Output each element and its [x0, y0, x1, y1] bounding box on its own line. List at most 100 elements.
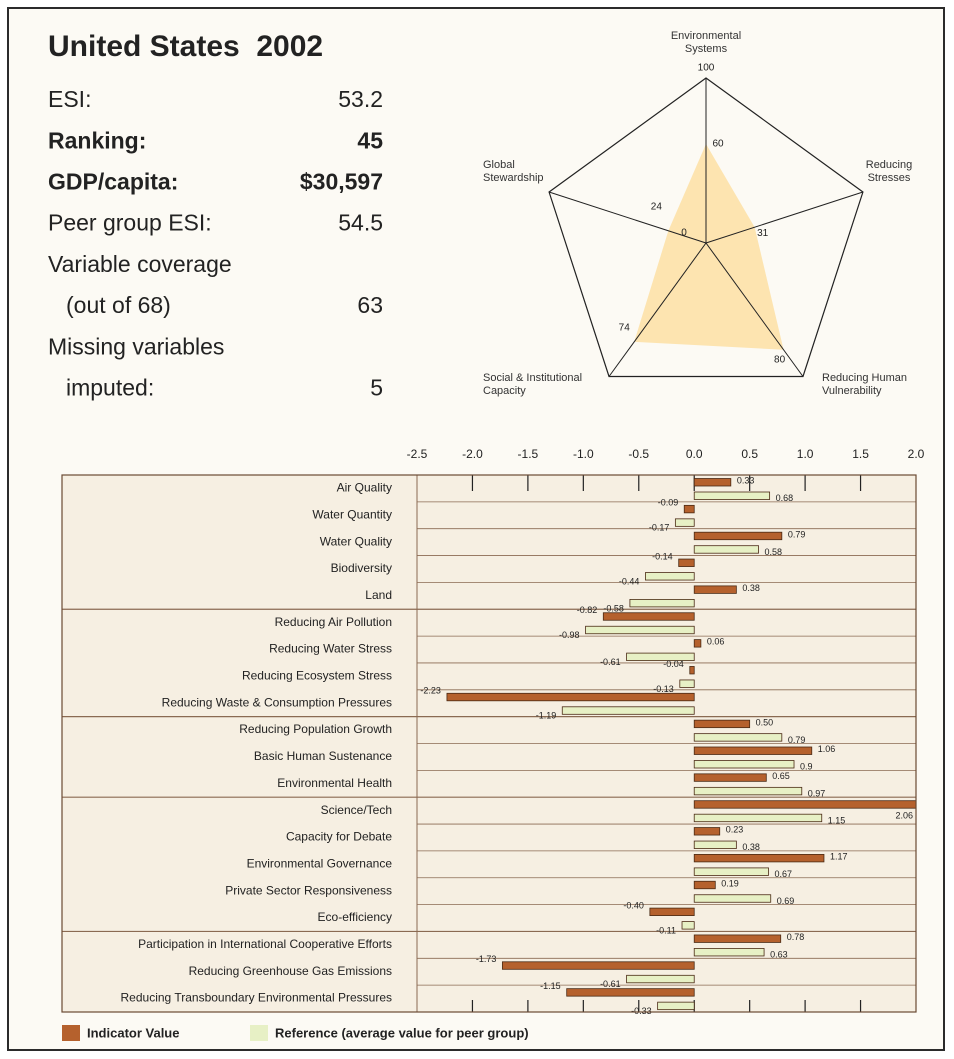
radar-axis-label: Environmental Systems	[670, 30, 742, 55]
value-label: -1.73	[476, 954, 497, 964]
value-label: 0.06	[707, 637, 725, 647]
value-label: 0.9	[800, 762, 813, 772]
value-label: 0.19	[721, 878, 739, 888]
legend-swatch	[250, 1025, 268, 1041]
profile-label: GDP/capita:	[48, 168, 178, 194]
bar	[693, 786, 803, 796]
value-label: 0.63	[770, 950, 788, 960]
value-label: -0.40	[623, 900, 644, 910]
profile-label: ESI:	[48, 86, 91, 112]
radar-axis-label: Reducing Stresses	[865, 159, 913, 184]
category-label: Air Quality	[337, 481, 392, 495]
value-label: 2.06	[895, 811, 913, 821]
x-tick-label: -1.0	[573, 447, 594, 461]
bar	[678, 558, 695, 567]
category-label: Land	[365, 588, 392, 602]
legend-label: Reference (average value for peer group)	[275, 1025, 529, 1040]
profile-value: 53.2	[338, 86, 383, 112]
radar-axis-label: Global Stewardship	[483, 159, 544, 184]
category-label: Water Quantity	[312, 507, 392, 521]
x-tick-label: 0.5	[741, 447, 758, 461]
category-label: Reducing Population Growth	[239, 722, 392, 736]
value-label: 0.33	[737, 476, 755, 486]
value-label: 0.67	[775, 869, 793, 879]
value-label: 0.23	[726, 825, 744, 835]
bar	[693, 827, 721, 836]
bar	[693, 585, 737, 594]
bar	[693, 773, 767, 782]
profile-label: Variable coverage	[48, 251, 232, 277]
radar-axis-label: Reducing Human Vulnerability	[822, 372, 907, 397]
category-label: Private Sector Responsiveness	[225, 883, 392, 897]
category-label: Reducing Water Stress	[269, 642, 392, 656]
category-label: Eco-efficiency	[318, 910, 392, 924]
bar	[693, 840, 737, 849]
radar-value-label: 31	[757, 228, 769, 239]
bar	[645, 572, 695, 581]
bar	[693, 880, 716, 890]
profile-value: 45	[357, 127, 383, 153]
x-tick-label: -2.5	[407, 447, 428, 461]
profile-title: United States 2002	[48, 30, 323, 63]
radar-tick-label: 100	[698, 63, 715, 74]
value-label: 0.38	[742, 842, 760, 852]
value-label: -0.09	[658, 498, 679, 508]
x-tick-label: 2.0	[908, 447, 925, 461]
profile-label: (out of 68)	[66, 292, 171, 318]
bar	[501, 961, 695, 970]
radar-value-label: 80	[774, 354, 786, 365]
x-tick-label: 1.5	[852, 447, 869, 461]
value-label: -0.98	[559, 630, 580, 640]
bars	[446, 478, 916, 1011]
radar-spoke	[608, 242, 707, 377]
radar-value-label: 24	[651, 201, 663, 212]
radar-axis-label: Social & Institutional Capacity	[483, 372, 583, 397]
category-label: Biodiversity	[331, 561, 392, 575]
x-tick-label: 1.0	[797, 447, 814, 461]
bar	[693, 813, 823, 823]
value-label: 0.50	[756, 717, 774, 727]
value-label: -0.58	[603, 603, 624, 613]
legend-label: Indicator Value	[87, 1025, 179, 1040]
bar	[602, 612, 695, 621]
radar-spoke	[548, 191, 707, 244]
profile-label: Ranking:	[48, 127, 146, 153]
bar	[446, 692, 695, 702]
radar-value-label: 60	[712, 139, 724, 150]
value-label: -0.11	[656, 925, 676, 935]
profile-label: Peer group ESI:	[48, 210, 212, 236]
bar	[629, 599, 695, 608]
bar	[681, 921, 695, 930]
bar	[626, 652, 695, 661]
profile-value: 5	[370, 374, 383, 400]
value-label: -0.04	[663, 659, 684, 669]
value-label: 0.79	[788, 735, 806, 745]
value-label: 0.68	[776, 493, 794, 503]
bar	[693, 760, 795, 769]
profile-value: $30,597	[300, 168, 383, 194]
category-label: Environmental Governance	[247, 856, 393, 870]
value-label: 0.58	[765, 547, 783, 557]
bar	[626, 974, 695, 984]
bar	[566, 988, 695, 997]
value-label: -1.19	[536, 711, 557, 721]
category-label: Reducing Waste & Consumption Pressures	[162, 695, 392, 709]
bar	[674, 518, 695, 527]
value-label: -2.23	[420, 686, 441, 696]
category-label: Water Quality	[320, 534, 392, 548]
category-label: Participation in International Cooperati…	[138, 937, 392, 951]
bar	[561, 706, 695, 715]
bar	[693, 491, 771, 500]
value-label: -0.61	[600, 657, 621, 667]
value-label: -0.17	[649, 523, 670, 533]
x-tick-label: -2.0	[462, 447, 483, 461]
value-label: -0.44	[619, 576, 640, 586]
legend-swatch	[62, 1025, 80, 1041]
bar	[693, 545, 759, 554]
bar	[693, 867, 769, 876]
radar-value-label: 74	[619, 322, 631, 333]
bar	[693, 531, 783, 541]
profile-label: imputed:	[66, 374, 154, 400]
value-label: -0.33	[631, 1006, 652, 1016]
